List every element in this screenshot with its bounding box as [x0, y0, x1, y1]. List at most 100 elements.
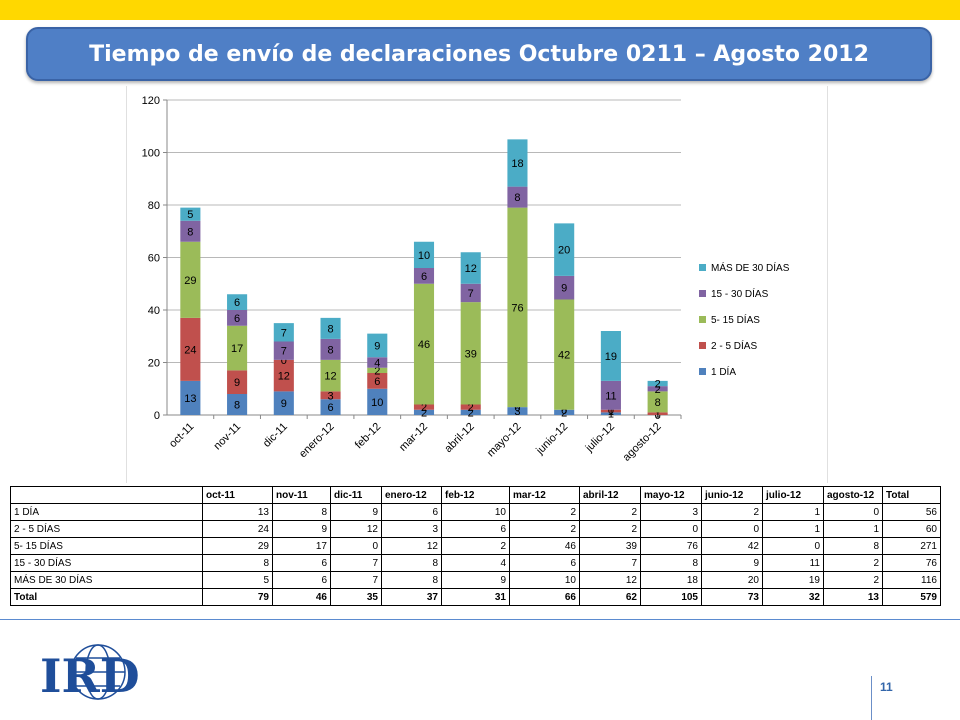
bar-segment	[460, 404, 481, 410]
table-cell: 1	[762, 503, 824, 521]
y-tick-label: 0	[154, 410, 160, 422]
data-label: 12	[278, 371, 290, 383]
bar-segment	[227, 325, 248, 371]
data-label: 2	[655, 384, 661, 396]
y-tick-label: 40	[148, 305, 160, 317]
table-cell: 10	[441, 503, 510, 521]
bar-segment	[413, 409, 435, 415]
x-tick-label: feb-12	[353, 421, 384, 452]
data-label: 0	[514, 402, 520, 414]
table-cell: 42	[701, 537, 763, 555]
bar-segment	[367, 357, 388, 368]
bar-segment	[507, 207, 528, 408]
table-cell: 8	[202, 554, 273, 572]
table-row: 15 - 30 DÍAS 8 6 7 8 4 6 7 8 9 11 2 76	[10, 554, 941, 572]
bar-segment	[180, 220, 201, 242]
table-cell: 4	[441, 554, 510, 572]
table-cell: enero-12	[381, 486, 442, 504]
bar-segment	[554, 299, 575, 410]
y-tick-label: 20	[148, 358, 160, 370]
data-label: 0	[608, 405, 614, 417]
bar-segment	[460, 409, 481, 415]
table-cell: 5- 15 DÍAS	[10, 537, 203, 555]
table-cell: 2	[701, 503, 763, 521]
data-label: 4	[374, 358, 380, 370]
bar-segment	[273, 323, 294, 342]
bar-segment	[507, 139, 528, 187]
bar-segment	[600, 412, 621, 415]
bar-segment	[180, 241, 201, 318]
ird-logo: IRD	[40, 644, 140, 703]
data-label: 8	[234, 400, 240, 412]
table-cell: 2	[509, 503, 580, 521]
bar-segment	[460, 252, 481, 284]
legend-label: 5- 15 DÍAS	[711, 313, 760, 326]
data-label: 7	[281, 346, 287, 358]
table-cell: 15 - 30 DÍAS	[10, 554, 203, 572]
bar-segment	[600, 409, 621, 413]
data-label: 7	[281, 327, 287, 339]
x-tick-label: abril-12	[442, 421, 476, 455]
bar-segment	[273, 391, 294, 415]
data-label: 0	[561, 405, 567, 417]
data-label: 2	[421, 407, 427, 419]
y-tick-label: 80	[148, 200, 160, 212]
table-cell: 6	[441, 520, 510, 538]
bar-segment	[647, 391, 668, 413]
title-banner: Tiempo de envío de declaraciones Octubre…	[26, 27, 932, 81]
table-cell: 579	[882, 588, 941, 606]
table-cell: 1	[823, 520, 883, 538]
bar-segment	[320, 338, 341, 360]
table-cell: 9	[701, 554, 763, 572]
bar-segment	[227, 294, 248, 310]
table-row: MÁS DE 30 DÍAS 5 6 7 8 9 10 12 18 20 19 2 116	[10, 571, 941, 589]
data-label: 8	[187, 226, 193, 238]
data-label: 11	[605, 390, 616, 402]
bar-segment	[413, 241, 435, 268]
bar-segment	[367, 373, 388, 389]
table-cell: 2	[579, 503, 641, 521]
bar-segment	[227, 310, 248, 326]
table-cell: 7	[330, 571, 382, 589]
table-cell: 19	[762, 571, 824, 589]
table-cell: 271	[882, 537, 941, 555]
table-cell: 0	[640, 520, 702, 538]
table-cell: julio-12	[762, 486, 824, 504]
table-cell: Total	[10, 588, 203, 606]
data-label: 0	[281, 355, 287, 367]
table-cell	[10, 486, 203, 504]
data-label: 8	[327, 344, 333, 356]
data-label: 3	[327, 390, 333, 402]
table-cell: nov-11	[272, 486, 331, 504]
table-cell: 62	[579, 588, 641, 606]
chart-container: 0 20 40 60 80 100 120 13 24 29 8 5 oct-11 8 9 17 6 6 nov-1…	[126, 86, 828, 483]
table-cell: 3	[640, 503, 702, 521]
table-cell: 3	[381, 520, 442, 538]
page-number-divider	[871, 676, 872, 720]
data-label: 29	[184, 275, 196, 287]
table-cell: agosto-12	[823, 486, 883, 504]
data-label: 18	[511, 158, 523, 170]
data-label: 76	[511, 302, 523, 314]
table-cell: 13	[202, 503, 273, 521]
table-cell: 2 - 5 DÍAS	[10, 520, 203, 538]
legend-swatch	[699, 316, 706, 323]
data-label: 2	[374, 365, 380, 377]
data-label: 1	[655, 409, 661, 421]
data-label: 5	[187, 209, 193, 221]
legend-swatch	[699, 368, 706, 375]
table-cell: 0	[701, 520, 763, 538]
legend-swatch	[699, 342, 706, 349]
data-label: 42	[558, 350, 570, 362]
table-row: 5- 15 DÍAS 29 17 0 12 2 46 39 76 42 0 8 271	[10, 537, 941, 555]
legend-label: MÁS DE 30 DÍAS	[711, 261, 790, 274]
data-label: 0	[655, 410, 661, 422]
x-tick-label: julio-12	[583, 421, 617, 455]
x-tick-label: agosto-12	[621, 421, 664, 464]
footer-rule	[0, 619, 960, 620]
table-cell: 1 DÍA	[10, 503, 203, 521]
y-tick-label: 60	[148, 253, 160, 265]
table-cell: 17	[272, 537, 331, 555]
bar-segment	[554, 409, 575, 415]
bar-segment	[367, 367, 388, 373]
